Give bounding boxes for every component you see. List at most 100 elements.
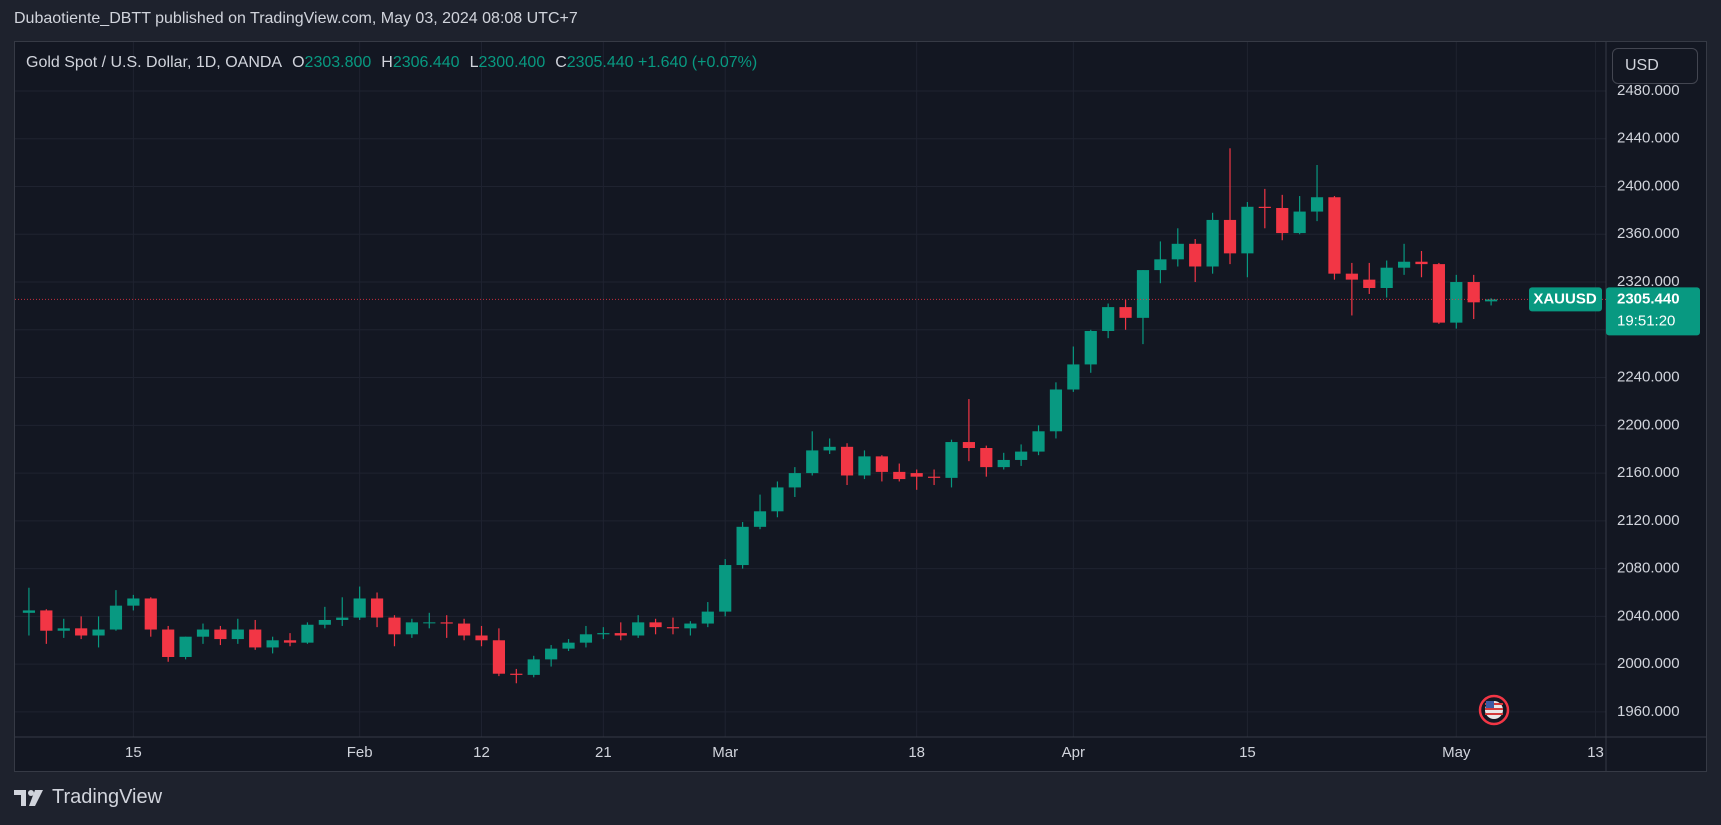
x-tick-label: 18 [908, 744, 925, 761]
candle-body [1067, 364, 1080, 390]
candle-body [1241, 206, 1254, 254]
symbol-badge [1529, 287, 1602, 312]
ohlc-value: 2300.400 [478, 54, 546, 71]
candle-body [318, 619, 331, 625]
candle-body [214, 629, 227, 640]
candle-body [701, 611, 714, 624]
y-tick-label: 2440.000 [1617, 130, 1680, 147]
candle-body [423, 622, 436, 624]
candle-body [1049, 389, 1063, 432]
y-tick-label: 2080.000 [1617, 560, 1680, 577]
y-tick-label: 1960.000 [1617, 703, 1680, 720]
candle-body [666, 627, 680, 629]
y-tick-label: 2400.000 [1617, 177, 1680, 194]
candle-body [1084, 330, 1097, 365]
x-tick-label: Feb [347, 744, 373, 761]
y-tick-label: 2120.000 [1617, 512, 1680, 529]
y-tick-label: 2240.000 [1617, 369, 1680, 386]
candle-body [1136, 270, 1150, 318]
price-badge-text: 2305.440 [1617, 290, 1680, 307]
ohlc-value: 2303.800 [304, 54, 372, 71]
candle-body [1415, 261, 1428, 265]
candle-body [1206, 219, 1219, 267]
symbol-title: Gold Spot / U.S. Dollar, 1D, OANDA [26, 54, 283, 71]
candle-body [980, 448, 993, 468]
ohlc-prefix: O [292, 54, 305, 71]
logo-part [14, 789, 26, 806]
candle-body [910, 473, 923, 477]
candle-body [1450, 282, 1463, 323]
candle-body [1032, 431, 1045, 452]
candle-body [1432, 264, 1445, 323]
logo [14, 789, 43, 806]
candle-body [458, 623, 471, 636]
candle-body [823, 446, 836, 451]
candle-body [283, 640, 297, 643]
candle-body [40, 610, 53, 631]
candle-body [475, 635, 488, 641]
currency-button[interactable]: USD [1612, 48, 1698, 84]
candle-body [92, 629, 105, 636]
candle-body [1397, 261, 1411, 268]
y-tick-label: 2160.000 [1617, 464, 1680, 481]
candle-body [753, 511, 767, 527]
x-tick-label: 12 [473, 744, 490, 761]
candle-body [1223, 219, 1237, 254]
candle-body [1119, 307, 1132, 318]
flag-stripe [1485, 713, 1503, 715]
y-tick-label: 2200.000 [1617, 416, 1680, 433]
candle-body [545, 648, 558, 660]
symbol-badge-text: XAUUSD [1533, 290, 1597, 307]
candle-body [510, 673, 523, 675]
footer: TradingView [14, 786, 162, 809]
logo-part [29, 789, 43, 806]
candle-body [527, 659, 540, 675]
candle-body [840, 446, 854, 476]
x-tick-label: 15 [125, 744, 142, 761]
y-tick-label: 2000.000 [1617, 655, 1680, 672]
candle-body [370, 598, 384, 618]
footer-brand: TradingView [52, 786, 163, 808]
candle-body [649, 622, 662, 628]
x-tick-label: 13 [1587, 744, 1604, 761]
candle-body [1258, 206, 1271, 208]
x-tick-label: Mar [712, 744, 738, 761]
candle-body [562, 642, 575, 649]
flag-stripe [1485, 708, 1503, 710]
flag-canton [1486, 701, 1494, 708]
grid [15, 42, 1606, 737]
candle-body [1102, 307, 1115, 331]
candle-body [1015, 451, 1028, 460]
candle-body [301, 624, 314, 643]
event-flag[interactable] [1478, 694, 1510, 726]
x-tick-label: Apr [1062, 744, 1085, 761]
ohlc-prefix: L [469, 54, 479, 71]
candle-body [997, 459, 1010, 468]
y-tick-label: 2320.000 [1617, 273, 1680, 290]
candle-body [893, 471, 906, 480]
candle-body [719, 565, 732, 612]
candle-body [75, 628, 88, 636]
candle-body [144, 598, 157, 630]
candle-body [440, 622, 453, 624]
x-tick-label: 21 [595, 744, 612, 761]
candle-body [927, 476, 941, 478]
candle-body [1189, 243, 1202, 267]
candle-body [388, 617, 401, 635]
candle-body [1467, 282, 1480, 303]
candle-body [1293, 211, 1306, 234]
candle-body [1276, 207, 1289, 234]
ohlc-value: 2305.440 [566, 54, 634, 71]
ohlc-prefix: C [555, 54, 567, 71]
candle-body [109, 605, 123, 630]
candle-body [1345, 273, 1358, 280]
candle-body [492, 640, 506, 674]
y-tick-label: 2480.000 [1617, 82, 1680, 99]
chart-frame [14, 41, 1707, 772]
candle-body [1380, 267, 1393, 288]
symbol-legend: Gold Spot / U.S. Dollar, 1D, OANDA O2303.… [26, 54, 757, 72]
candle-body [1363, 279, 1376, 288]
candle-body [579, 634, 593, 643]
candle-body [962, 442, 975, 449]
